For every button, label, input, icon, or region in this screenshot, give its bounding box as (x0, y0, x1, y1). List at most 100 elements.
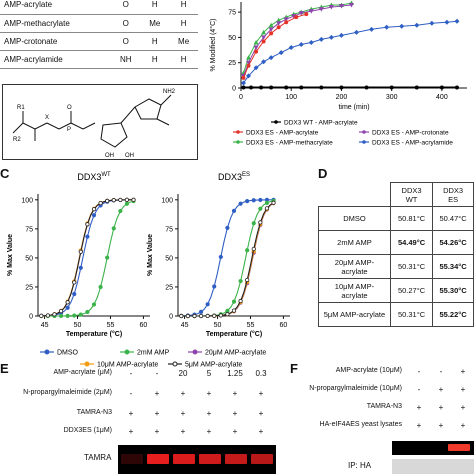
tm-value-es: 50.47°C (432, 206, 474, 231)
data-point-acrylamide (414, 22, 420, 28)
amp-analog-table: AMP-acrylate O H H AMP-methacrylate O Me H AMP-c… (0, 0, 198, 69)
legend-label: 20μM AMP-acrylate (205, 350, 266, 357)
tm-value-es: 55.22°C (432, 302, 474, 327)
amp-analog-x: O (111, 14, 141, 33)
amp-analog-r2: Me (169, 32, 198, 51)
data-point-methacrylate (276, 17, 282, 23)
melt-point-a5 (192, 313, 197, 319)
structure-label-oh1: OH (105, 153, 114, 159)
melt-point-amp (118, 208, 123, 214)
e-row3-value: + (154, 409, 160, 418)
amp-analog-r1: H (140, 0, 170, 15)
structure-label-p: P (67, 127, 71, 133)
melt-point-amp (124, 201, 130, 206)
melt-point-a5 (45, 313, 50, 318)
amp-analog-row: AMP-crotonate O H Me (0, 32, 198, 51)
tm-header-es: DDX3 ES (432, 182, 474, 207)
f-row3-value: + (460, 403, 466, 412)
data-point-acrylamide (429, 20, 435, 26)
data-point-acrylamide (454, 18, 460, 24)
e-row4-value: + (232, 427, 238, 436)
melt-point-amp (78, 312, 83, 317)
tick-label-x: 400 (436, 94, 448, 101)
legend-item-a10: 10μM AMP-acrylate (80, 361, 158, 369)
e-row3-value: + (128, 409, 134, 418)
melt-point-a5 (111, 198, 116, 203)
f-row2-value: + (460, 385, 466, 394)
f-row1-value: - (417, 367, 421, 376)
melt-point-dmso (258, 197, 263, 203)
e-row3-value: + (206, 409, 212, 418)
panel-f-gel-2 (392, 459, 474, 474)
melt-line-amp (41, 200, 134, 317)
data-point-acrylamide (246, 73, 252, 79)
tick-label-y: 50 (25, 255, 33, 262)
melt-point-amp (85, 309, 90, 315)
panel-c: DDX3WT 45 50 55 60 0 25 50 75 100% Max Value Tempe… (0, 166, 300, 376)
structure-box: R2 R1 X O P NH2 OH OH (2, 84, 198, 160)
tick-label-y: 75 (25, 226, 33, 233)
melt-point-a5 (205, 313, 210, 319)
data-point-wt (414, 85, 419, 90)
data-point-acrylamide (288, 45, 294, 51)
melt-line-a20 (41, 199, 134, 317)
data-point-acrylamide (354, 29, 360, 35)
chart-c-xlabel: Temperature (°C) (206, 330, 262, 338)
series-crotonate (241, 3, 354, 79)
data-point-crotonate (318, 7, 324, 12)
panel-f-band (448, 444, 470, 451)
tm-table: DDX3 WT DDX3 ES DMSO 50.81°C 50.47°C 2mM AM… (318, 182, 474, 327)
structure-label-nh2: NH2 (163, 89, 176, 95)
data-point-methacrylate (253, 39, 259, 45)
melt-point-dmso (205, 302, 210, 307)
melt-point-dmso (218, 254, 223, 260)
tick-label-x: 45 (181, 322, 189, 329)
tick-label-y: 100 (161, 197, 173, 204)
chart-c-ylabel: % Max Value (147, 234, 154, 276)
data-point-crotonate (246, 60, 252, 66)
data-point-acrylamide (399, 23, 405, 29)
e-row1-label: AMP-acrylate (μM) (53, 369, 112, 376)
melt-line-a20 (181, 202, 274, 317)
melt-point-a5 (179, 313, 184, 319)
e-row2-value: + (180, 389, 186, 398)
tick-label-x: 60 (140, 322, 148, 329)
data-point-crotonate (298, 11, 304, 16)
melt-point-a5 (212, 313, 217, 318)
legend-label: 2mM AMP (137, 350, 170, 357)
legend-label: 5μM AMP-acrylate (185, 362, 242, 369)
melt-point-amp (251, 221, 256, 226)
panel-f-gel (392, 441, 474, 455)
tm-row: 20μM AMP-acrylate 50.31°C 55.34°C (318, 254, 474, 279)
tm-value-wt: 50.31°C (389, 302, 434, 327)
e-row3-value: + (232, 409, 238, 418)
data-point-crotonate (328, 5, 334, 10)
gel-band (225, 454, 247, 464)
tick-label-y: 25 (165, 284, 173, 291)
f-row4-value: + (460, 421, 466, 430)
data-point-crotonate (283, 17, 289, 22)
tm-value-wt: 50.31°C (389, 254, 434, 279)
tick-label-x: 300 (386, 94, 398, 101)
data-point-acrylate (276, 25, 281, 30)
tick-label-x: 50 (214, 322, 222, 329)
melt-point-a5 (85, 222, 90, 227)
legend-item-methacrylate: DDX3 ES - AMP-methacrylate (233, 140, 333, 147)
melt-point-a5 (105, 198, 110, 204)
amp-analog-row: AMP-methacrylate O Me H (0, 14, 198, 33)
data-point-wt (454, 85, 459, 90)
data-point-wt (269, 85, 274, 90)
melt-point-amp (245, 248, 250, 253)
legend-marker (192, 349, 198, 355)
data-point-wt (241, 85, 246, 90)
panel-b: 0 100 200 300 400 0 25 50 75 % Modified (4°C) time… (205, 0, 474, 160)
f-row3-value: + (438, 403, 444, 412)
tick-label-x: 60 (280, 322, 288, 329)
plot-ddx3-es: DDX3ES 45 50 55 60 0 25 50 75 100 % Max Value Tempe… (147, 172, 290, 338)
plot-title: DDX3ES (218, 172, 250, 182)
melt-point-a5 (238, 298, 243, 304)
e-row4-value: + (206, 427, 212, 436)
amp-analog-row: AMP-acrylamide NH H H (0, 50, 198, 69)
melt-point-a5 (245, 277, 250, 283)
